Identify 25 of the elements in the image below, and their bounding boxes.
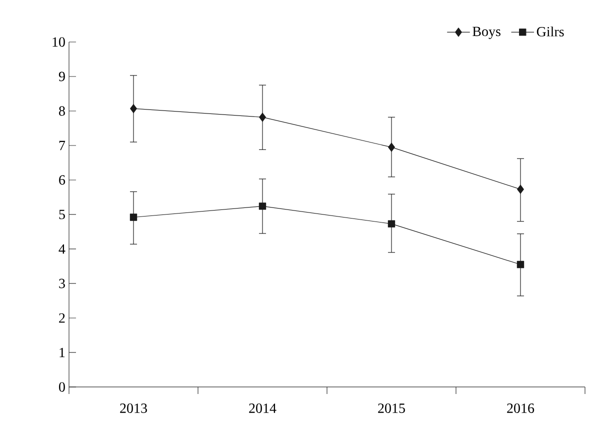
y-tick-label: 5 [59,210,65,220]
point [259,112,266,122]
point [130,104,137,114]
y-tick-label: 7 [59,140,66,150]
point [516,260,524,268]
y-tick-label: 1 [60,348,65,358]
x-tick-label: 2013 [120,404,147,413]
y-tick-label: 9 [58,72,65,82]
y-tick-label: 4 [58,244,66,254]
y-tick-label: 8 [59,106,65,116]
point [258,202,266,210]
point [388,142,395,152]
x-tick-label: 2014 [249,404,276,413]
x-tick-label: 2015 [378,404,405,413]
x-tick-label: 2016 [507,404,534,413]
y-tick-label: 0 [59,382,65,392]
point [388,220,396,228]
legend-label: Boys [472,26,500,40]
legend-label: Gilrs [536,26,564,36]
point [130,214,138,221]
y-tick-label: 3 [59,278,65,288]
point [517,184,524,194]
y-tick-label: 2 [59,313,65,323]
y-tick-label: 10 [52,37,65,47]
y-tick-label: 6 [59,175,66,185]
